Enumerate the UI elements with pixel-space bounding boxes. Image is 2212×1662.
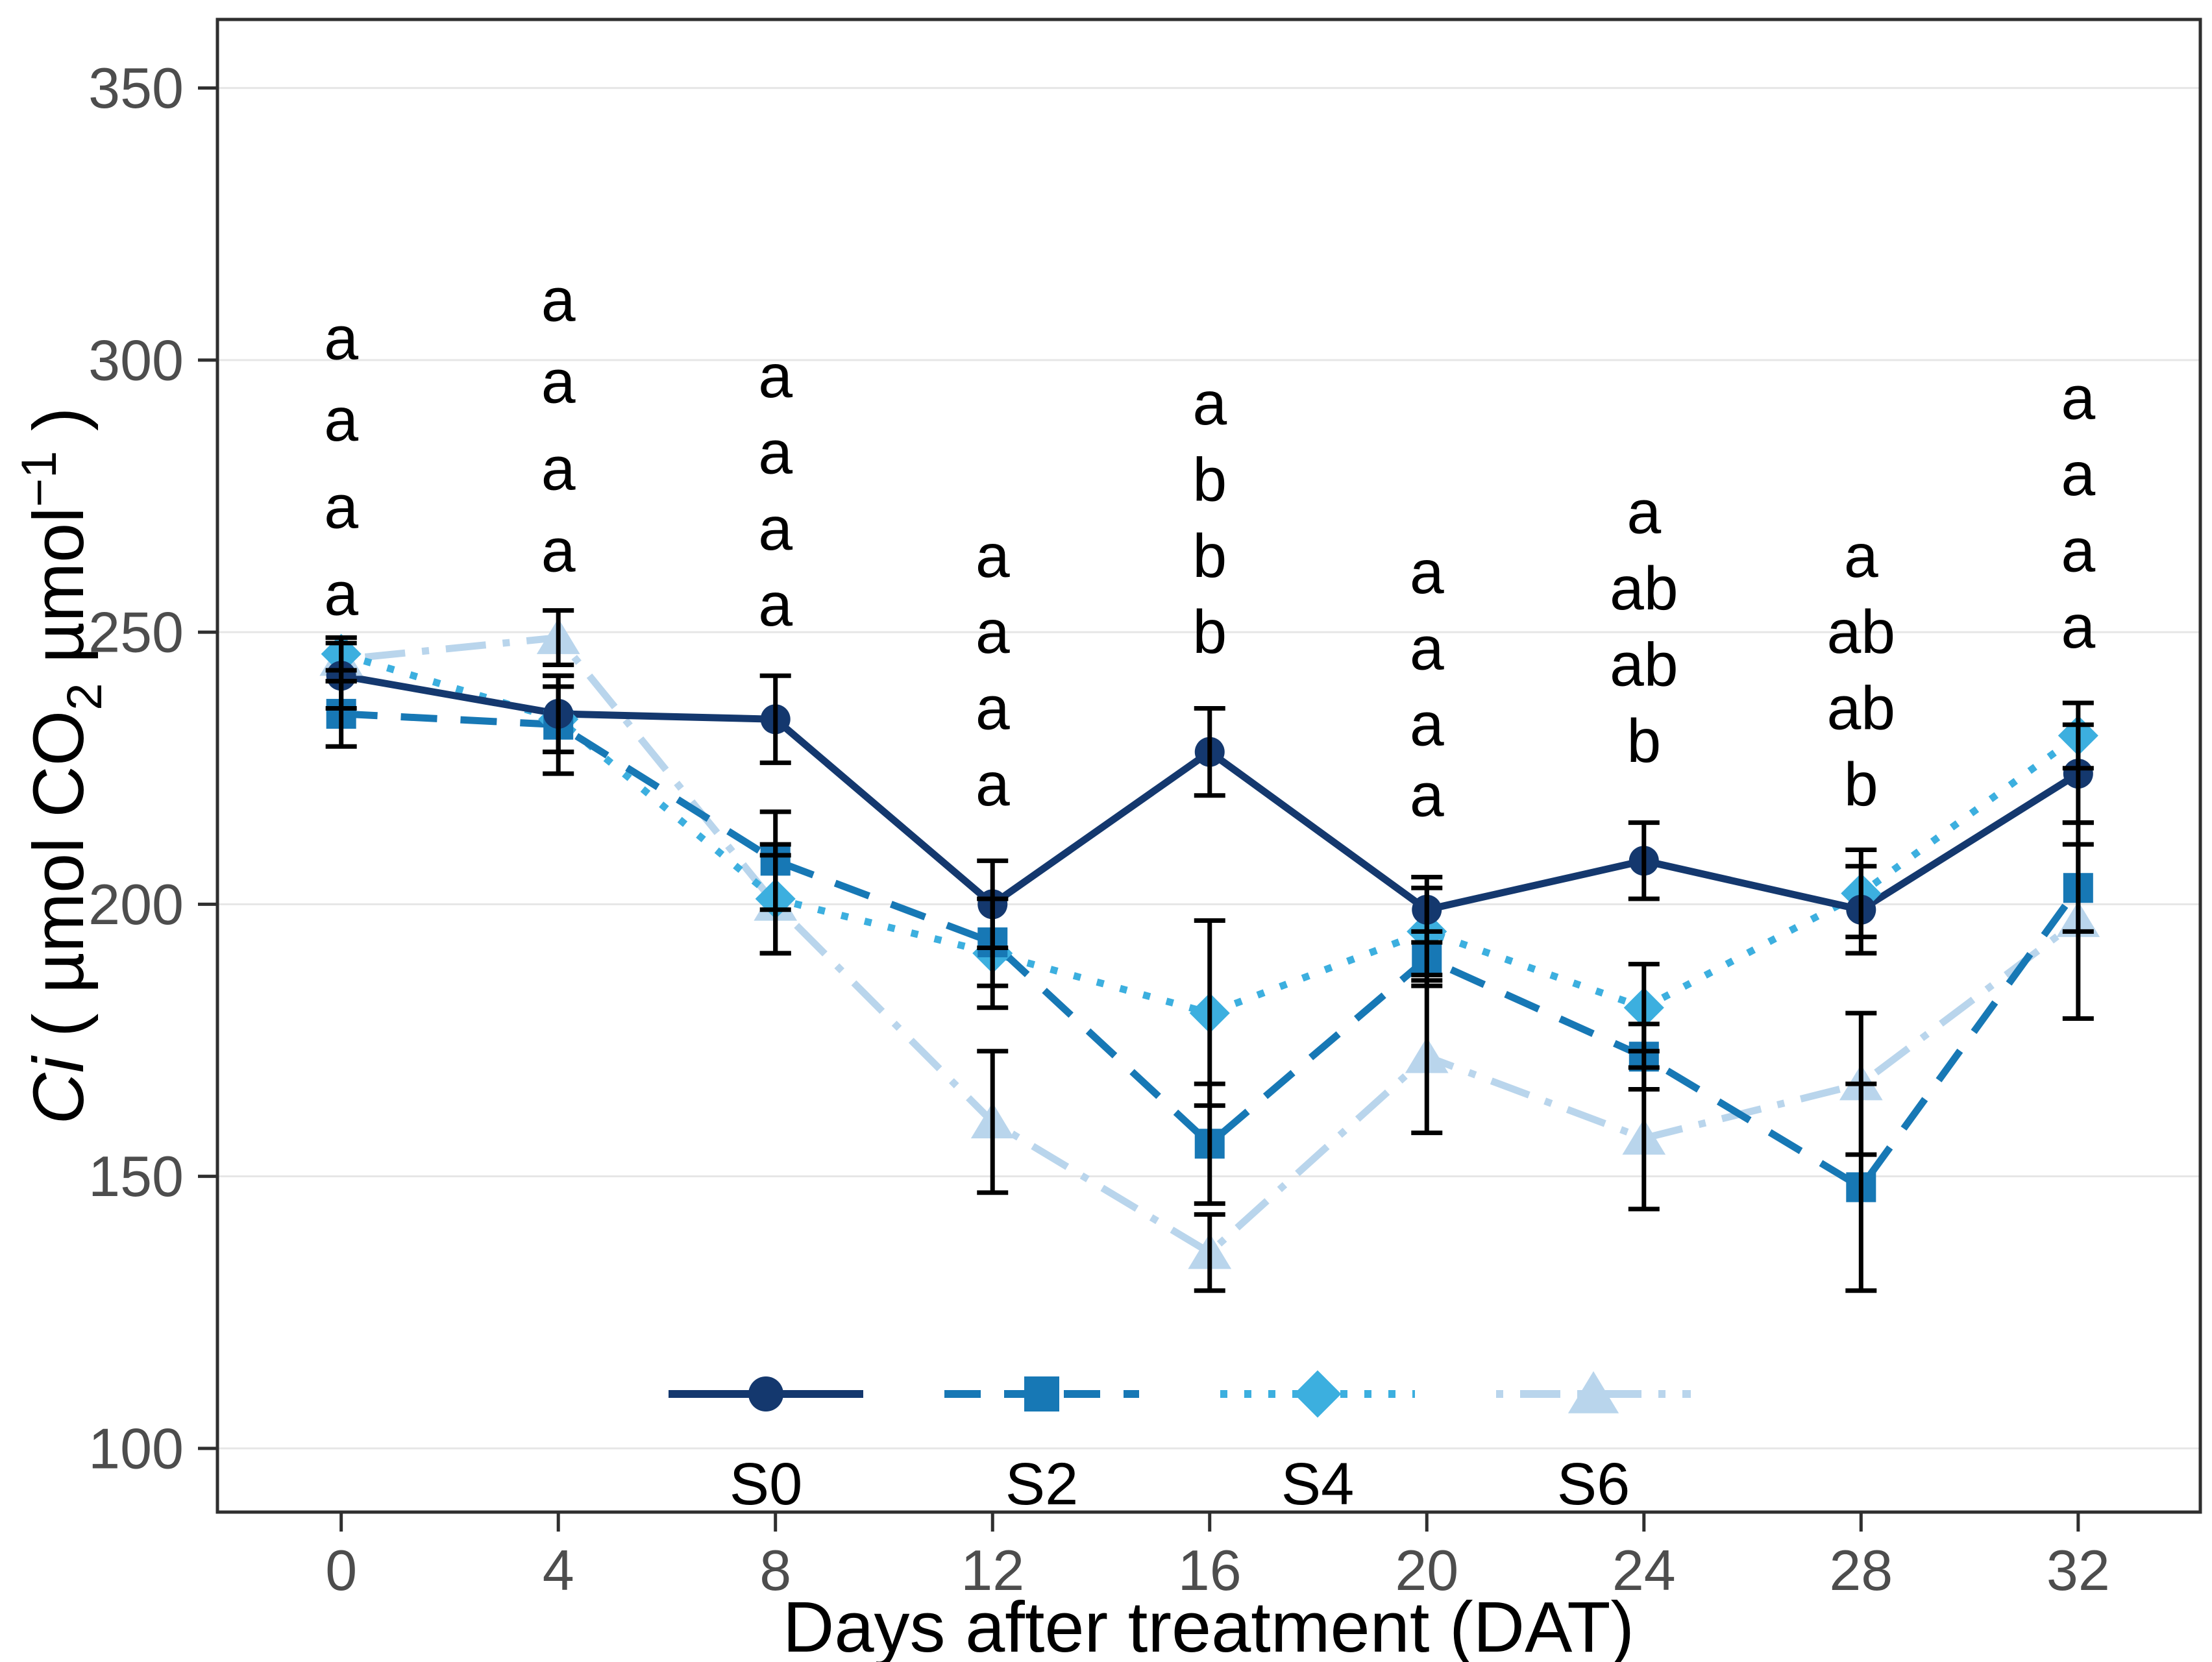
x-tick-label: 16 <box>1178 1538 1242 1602</box>
sig-letter: ab <box>1610 630 1678 699</box>
sig-letter: b <box>1627 707 1661 776</box>
sig-letter: a <box>1410 614 1444 683</box>
legend-marker-S6 <box>1567 1371 1619 1413</box>
x-tick-label: 28 <box>1829 1538 1893 1602</box>
sig-letter: a <box>1410 761 1444 830</box>
sig-letter: a <box>541 266 576 335</box>
x-tick-label: 12 <box>961 1538 1024 1602</box>
sig-letter: ab <box>1826 674 1895 743</box>
x-tick-label: 24 <box>1612 1538 1676 1602</box>
y-tick-label: 350 <box>88 56 184 120</box>
sig-letter: a <box>324 472 358 541</box>
x-tick-label: 4 <box>543 1538 574 1602</box>
sig-letter: a <box>976 750 1010 819</box>
sig-letter: a <box>976 522 1010 591</box>
sig-letter: a <box>324 304 358 373</box>
sig-letter: a <box>758 570 793 639</box>
legend-label-S6: S6 <box>1557 1451 1630 1517</box>
sig-letter: a <box>976 598 1010 666</box>
legend-label-S4: S4 <box>1281 1451 1355 1517</box>
sig-letter: a <box>758 418 793 487</box>
sig-letter: b <box>1192 598 1227 666</box>
sig-letter: a <box>1192 369 1227 438</box>
x-tick-label: 0 <box>325 1538 357 1602</box>
sig-letter: a <box>1410 538 1444 607</box>
sig-letter: a <box>1410 690 1444 759</box>
y-tick-label: 100 <box>88 1416 184 1480</box>
sig-letter: a <box>2061 516 2095 585</box>
y-tick-label: 200 <box>88 872 184 936</box>
sig-letter: a <box>541 516 576 585</box>
sig-letter: a <box>758 495 793 563</box>
sig-letter: a <box>976 674 1010 743</box>
series-line-S2 <box>341 710 2082 1192</box>
sig-letter: a <box>1844 522 1878 591</box>
sig-letter: ab <box>1610 554 1678 623</box>
x-tick-label: 8 <box>759 1538 791 1602</box>
x-tick-label: 20 <box>1395 1538 1458 1602</box>
sig-letter: a <box>758 342 793 411</box>
sig-letter: b <box>1844 750 1878 819</box>
sig-letter: a <box>2061 593 2095 661</box>
y-tick-label: 300 <box>88 328 184 392</box>
y-tick-label: 150 <box>88 1144 184 1208</box>
x-axis-title: Days after treatment (DAT) <box>783 1587 1634 1662</box>
legend-marker-S2 <box>1024 1376 1059 1411</box>
legend-marker-S0 <box>748 1376 783 1411</box>
legend-label-S0: S0 <box>730 1451 803 1517</box>
sig-letter: a <box>2061 440 2095 509</box>
sig-letter: a <box>541 435 576 504</box>
sig-letter: a <box>324 559 358 628</box>
x-tick-label: 32 <box>2046 1538 2110 1602</box>
sig-letter: a <box>541 347 576 416</box>
sig-letter: a <box>324 385 358 454</box>
sig-letter: ab <box>1826 598 1895 666</box>
sig-letter: b <box>1192 445 1227 514</box>
sig-letter: a <box>2061 364 2095 433</box>
sig-letter: b <box>1192 522 1227 591</box>
legend-marker-S4 <box>1294 1370 1342 1418</box>
y-axis-title: Ci ( µmol CO2 µmol−1 ) <box>12 407 112 1124</box>
y-tick-label: 250 <box>88 600 184 665</box>
sig-letter: a <box>1627 478 1661 547</box>
legend-label-S2: S2 <box>1005 1451 1079 1517</box>
